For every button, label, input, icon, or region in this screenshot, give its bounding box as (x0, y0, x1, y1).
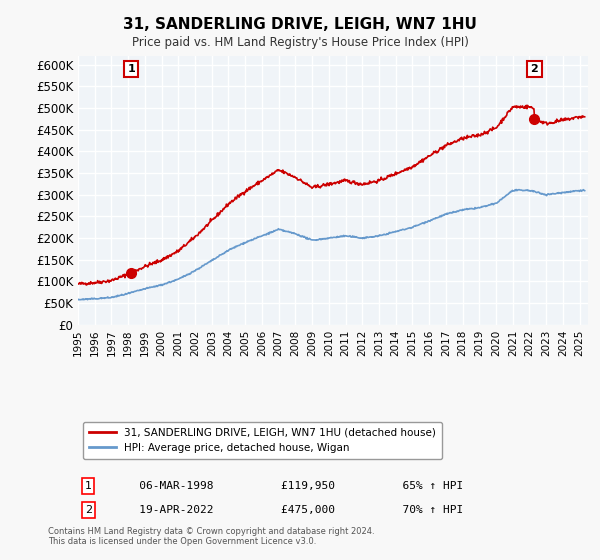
Text: Contains HM Land Registry data © Crown copyright and database right 2024.
This d: Contains HM Land Registry data © Crown c… (48, 526, 374, 546)
Text: 1: 1 (85, 481, 92, 491)
Text: 06-MAR-1998          £119,950          65% ↑ HPI: 06-MAR-1998 £119,950 65% ↑ HPI (119, 481, 463, 491)
Text: 19-APR-2022          £475,000          70% ↑ HPI: 19-APR-2022 £475,000 70% ↑ HPI (119, 505, 463, 515)
Text: 2: 2 (530, 64, 538, 74)
Legend: 31, SANDERLING DRIVE, LEIGH, WN7 1HU (detached house), HPI: Average price, detac: 31, SANDERLING DRIVE, LEIGH, WN7 1HU (de… (83, 422, 442, 459)
Text: 1: 1 (127, 64, 135, 74)
Text: 2: 2 (85, 505, 92, 515)
Text: Price paid vs. HM Land Registry's House Price Index (HPI): Price paid vs. HM Land Registry's House … (131, 36, 469, 49)
Text: 31, SANDERLING DRIVE, LEIGH, WN7 1HU: 31, SANDERLING DRIVE, LEIGH, WN7 1HU (123, 17, 477, 32)
